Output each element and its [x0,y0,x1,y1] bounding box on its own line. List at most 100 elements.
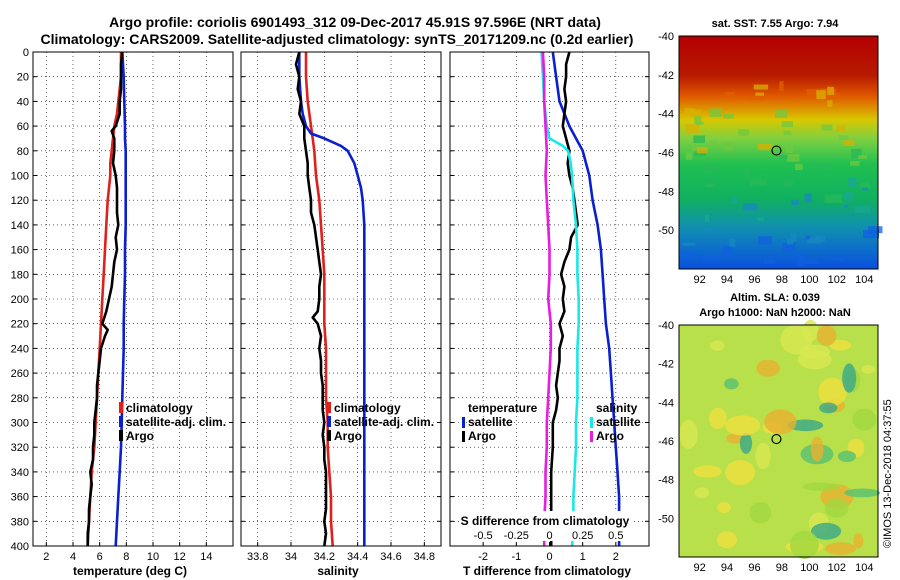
x-tick-label: 2 [613,551,619,563]
legend-sal-satellite: satellite [596,415,641,429]
s-tick-label: 0.5 [608,530,623,542]
y-tick-label: 240 [11,343,29,355]
y-tick-label: 140 [11,220,29,232]
series-line-argo [86,51,124,546]
sst-cell [824,194,842,203]
sst-cell [795,163,803,171]
x-tick-label: 4 [70,551,76,563]
legend-satellite-adj-clim: satellite-adj. clim. [334,415,434,429]
y-tick-label: 160 [11,245,29,257]
temperature-grid [33,51,233,547]
lon-tick-label: 104 [855,274,873,286]
y-tick-label: 360 [11,492,29,504]
sst-cell [843,140,855,146]
sla-map-panel: Altim. SLA: 0.039 Argo h1000: NaN h2000:… [658,292,881,574]
lat-tick-label: -50 [658,225,674,237]
legend-satellite-adj-clim: satellite-adj. clim. [126,415,226,429]
x-tick-label: 0 [546,551,552,563]
sla-lat-tick-labels: -40 -42 -44 -46 -48 -50 [658,320,674,525]
series-line-temperature-satellite [551,51,621,546]
lon-tick-label: 96 [748,274,760,286]
x-tick-label: 2 [43,551,49,563]
sla-cell [749,502,772,524]
lat-tick-label: -48 [658,475,674,487]
lat-tick-label: -48 [658,186,674,198]
y-tick-label: 80 [17,146,29,158]
argo-location-marker [771,433,782,445]
y-tick-label: 300 [11,418,29,430]
series-line-satellite-adj-clim- [297,52,366,546]
sst-cell [821,124,833,131]
sla-cell [717,502,731,513]
legend-swatch-satellite [119,416,123,427]
sst-cell [693,135,706,144]
sst-cell [863,230,879,239]
sst-cell [723,114,734,119]
lon-tick-label: 96 [748,562,760,574]
sla-cell [819,402,838,414]
temperature-axes-frame [32,51,234,547]
legend-temp-argo: Argo [468,429,496,443]
lat-tick-label: -44 [658,109,674,121]
legend-swatch-argo [119,430,123,441]
sla-cell [789,530,819,559]
sla-cell [837,450,857,463]
s-tick-label: -0.5 [474,530,493,542]
sst-cell [847,177,857,188]
series-line-salinity-satellite [540,51,581,547]
legend-climatology: climatology [334,401,401,415]
legend-sal-argo: Argo [596,429,624,443]
sst-cell [693,150,707,157]
y-tick-label: 220 [11,319,29,331]
sla-cell [818,377,847,406]
sst-cell [722,246,732,256]
lon-tick-label: 98 [776,274,788,286]
sst-cell [701,255,720,260]
sst-cell [785,146,793,153]
s-tick-label: 0 [546,530,552,542]
sst-cell [753,84,769,90]
sla-map-title: Altim. SLA: 0.039 [730,292,820,304]
lat-tick-label: -42 [658,70,674,82]
sst-cell [843,192,854,201]
t-difference-axis-label: T difference from climatology [463,564,631,578]
sst-cell [787,154,800,162]
sst-cell [757,217,765,222]
sst-cell [804,193,812,203]
sst-cell [729,238,736,247]
sst-cell [850,161,860,166]
difference-legend: temperature satellite Argo salinity sate… [462,401,641,443]
sla-map-frame [678,324,879,558]
y-tick-label: 260 [11,368,29,380]
sst-cell [685,152,693,160]
sla-cell [725,460,755,485]
temperature-axis-label: temperature (deg C) [73,564,187,578]
sst-map-panel: sat. SST: 7.55 Argo: 7.94 -40-42-44-46-4… [658,18,883,286]
y-tick-label: 180 [11,269,29,281]
argo-location-marker [771,145,782,156]
sst-cell [680,252,693,259]
sst-cell [725,92,735,98]
sla-field [679,325,878,557]
legend-argo: Argo [334,429,362,443]
sst-cell [775,109,788,118]
s-tick-label: 0.25 [572,530,593,542]
temperature-legend: climatology satellite-adj. clim. Argo [119,401,226,443]
sst-cell [838,135,849,140]
series-line-climatology [304,52,334,547]
sla-cell [725,415,761,436]
sst-cell [696,147,708,154]
series-line-satellite-adj-clim- [114,51,127,547]
salinity-legend: climatology satellite-adj. clim. Argo [327,401,434,443]
lat-tick-label: -40 [658,31,674,43]
sst-lat-tick-labels: -40 -42 -44 -46 -48 -50 [658,31,674,237]
sst-cell [860,182,871,189]
sla-lon-tick-labels: 92 94 96 98 100 102 104 [693,562,873,574]
temperature-panel: 0 20 40 60 80 100 120 140 160 180 200 220 240 260 280 3… [11,47,234,578]
x-tick-label: 12 [174,551,186,563]
sst-cell [827,92,841,99]
sst-cell [749,178,767,186]
x-tick-label: 1 [580,551,586,563]
lon-tick-label: 102 [828,562,846,574]
sst-cell [702,164,719,173]
